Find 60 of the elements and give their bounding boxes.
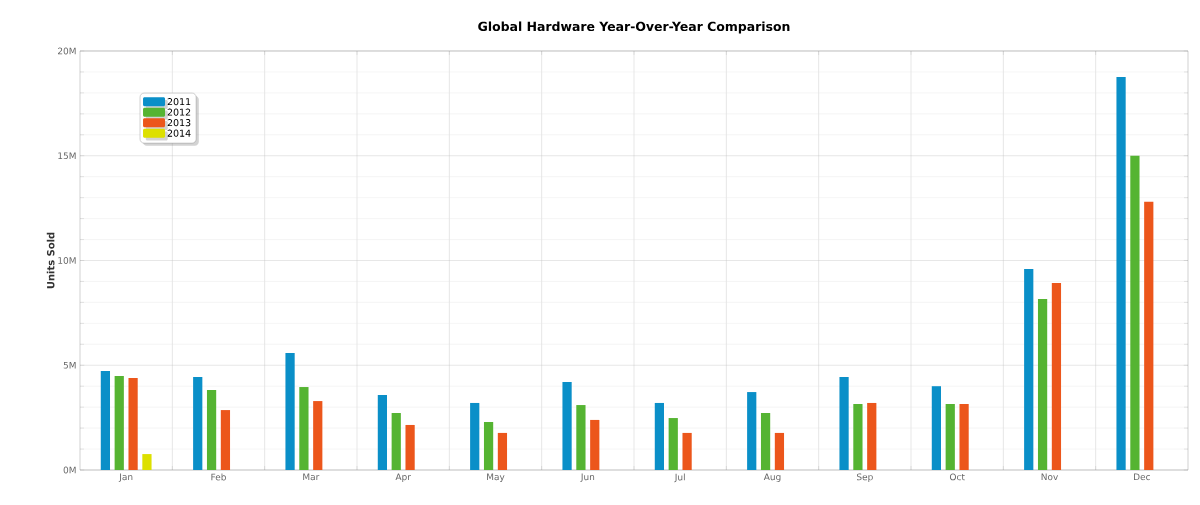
bar [206, 389, 217, 470]
x-tick-label: Oct [949, 473, 965, 481]
bar [668, 418, 678, 470]
bar [1024, 268, 1034, 470]
x-tick-label: Jul [674, 473, 685, 483]
bar [774, 432, 785, 470]
bar [377, 395, 388, 470]
x-tick-label: Mar [303, 473, 320, 481]
bar [931, 386, 942, 470]
bar [747, 392, 757, 470]
x-tick-label: Aug [763, 473, 781, 482]
bar [945, 404, 955, 470]
bar [1116, 76, 1126, 470]
x-tick-label: Jun [580, 473, 595, 482]
legend-label: 2012 [167, 108, 191, 116]
bar [654, 402, 665, 470]
bar [193, 376, 203, 470]
x-tick-label: May [487, 473, 505, 482]
bar [483, 422, 494, 470]
bar [100, 370, 111, 470]
chart-title: Global Hardware Year-Over-Year Comparison [478, 21, 790, 34]
legend-label: 2011 [167, 98, 191, 106]
bar [142, 454, 152, 470]
bar [1037, 299, 1048, 470]
legend-label: 2014 [167, 129, 191, 137]
bar [299, 387, 309, 470]
bar [220, 410, 231, 470]
x-tick-label: Feb [211, 473, 226, 481]
bar [497, 432, 508, 470]
bar [470, 402, 480, 470]
bar [114, 375, 124, 470]
bar [576, 405, 586, 470]
bar [590, 419, 600, 470]
bar [682, 432, 692, 470]
x-tick-label: Apr [395, 473, 411, 482]
legend-label: 2013 [167, 119, 191, 127]
bar [405, 424, 415, 470]
bar [839, 376, 849, 470]
bar [867, 402, 877, 470]
bar [562, 382, 572, 470]
bar [959, 404, 969, 470]
bar [313, 401, 323, 470]
x-tick-label: Sep [856, 473, 873, 483]
x-tick-label: Jan [118, 473, 133, 482]
bar [1130, 155, 1140, 470]
bar [1144, 201, 1154, 470]
bar [128, 378, 138, 470]
bar [1051, 282, 1062, 470]
x-tick-label: Nov [1041, 473, 1058, 481]
bar [285, 353, 295, 470]
x-tick-label: Dec [1134, 473, 1150, 481]
bar [760, 413, 771, 470]
y-tick-label: 5M [63, 361, 76, 369]
bar [853, 404, 863, 470]
y-tick-label: 15M [58, 152, 76, 160]
y-tick-label: 0M [63, 466, 76, 474]
y-tick-label: 10M [58, 257, 76, 264]
y-axis-title: Units Sold [46, 232, 55, 289]
bar [391, 413, 401, 470]
y-tick-label: 20M [57, 47, 76, 55]
